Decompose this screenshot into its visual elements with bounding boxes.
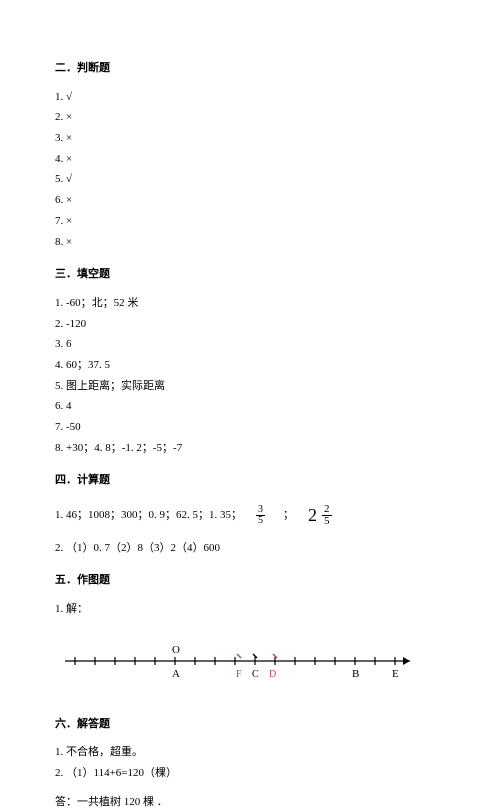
section-6: 六．解答题 1. 不合格，超重。 2. （1）114+6=120（棵） 答：一共… <box>55 715 445 811</box>
label-C: C <box>252 669 259 680</box>
list-item: 1. 解： <box>55 600 445 619</box>
list-item: 5. 图上距离；实际距离 <box>55 377 445 396</box>
list-item: 3. × <box>55 129 445 148</box>
label-E: E <box>392 668 399 680</box>
list-item: 3. 6 <box>55 335 445 354</box>
list-item: 1. √ <box>55 88 445 107</box>
section-5-title: 五．作图题 <box>55 571 445 590</box>
calc-prefix: 1. 46；1008；300；0. 9；62. 5；1. 35； <box>55 506 242 525</box>
section-6-title: 六．解答题 <box>55 715 445 734</box>
label-A: A <box>172 668 180 680</box>
list-item: 1. -60；北；52 米 <box>55 294 445 313</box>
calc-line-2: 2. （1）0. 7（2）8（3）2（4）600 <box>55 539 445 558</box>
list-item: 7. × <box>55 212 445 231</box>
list-item: 8. × <box>55 233 445 252</box>
label-O: O <box>172 644 180 656</box>
number-line-diagram: O A F C D B E <box>55 641 445 701</box>
calc-line-1: 1. 46；1008；300；0. 9；62. 5；1. 35； 3 5 ； 2… <box>55 500 445 531</box>
section-2-title: 二．判断题 <box>55 59 445 78</box>
list-item: 4. × <box>55 150 445 169</box>
list-item: 6. × <box>55 191 445 210</box>
semicolon: ； <box>283 506 294 525</box>
list-item: 2. （1）114+6=120（棵） <box>55 764 445 783</box>
section-2: 二．判断题 1. √ 2. × 3. × 4. × 5. √ 6. × 7. ×… <box>55 59 445 251</box>
list-item: 6. 4 <box>55 397 445 416</box>
section-3: 三．填空题 1. -60；北；52 米 2. -120 3. 6 4. 60；3… <box>55 265 445 457</box>
section-3-title: 三．填空题 <box>55 265 445 284</box>
section-4-title: 四．计算题 <box>55 471 445 490</box>
label-B: B <box>352 668 359 680</box>
mixed-fraction: 2 2 5 <box>308 500 336 531</box>
fraction-3-5: 3 5 <box>256 505 265 526</box>
section-4: 四．计算题 1. 46；1008；300；0. 9；62. 5；1. 35； 3… <box>55 471 445 557</box>
answer-text: 答：一共植树 120 棵 ． <box>55 793 445 811</box>
section-5: 五．作图题 1. 解： <box>55 571 445 700</box>
list-item: 2. -120 <box>55 315 445 334</box>
list-item: 1. 不合格，超重。 <box>55 743 445 762</box>
list-item: 2. × <box>55 108 445 127</box>
label-F: F <box>236 669 242 680</box>
list-item: 5. √ <box>55 170 445 189</box>
list-item: 4. 60；37. 5 <box>55 356 445 375</box>
list-item: 7. -50 <box>55 418 445 437</box>
label-D: D <box>269 669 276 680</box>
list-item: 8. +30；4. 8；-1. 2；-5；-7 <box>55 439 445 458</box>
